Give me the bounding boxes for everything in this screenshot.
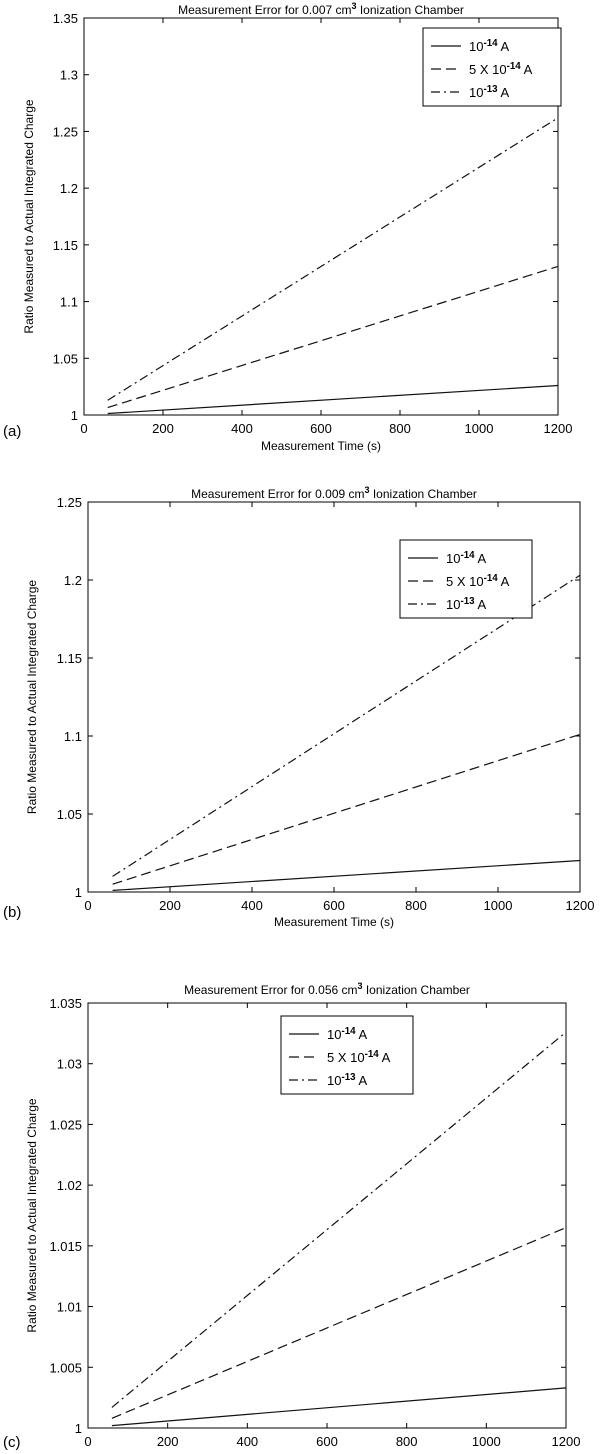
y-tick-label: 1.25	[53, 124, 78, 139]
legend-label: 10-13 A	[446, 596, 486, 612]
y-tick-label: 1.2	[64, 573, 82, 588]
y-axis-label: Ratio Measured to Actual Integrated Char…	[22, 99, 36, 333]
series-line-3	[112, 574, 581, 877]
series-line-1	[111, 1387, 567, 1427]
y-tick-label: 1.025	[49, 1117, 82, 1132]
panel-label-a: (a)	[3, 423, 22, 440]
series-line-3	[111, 1031, 567, 1408]
x-axis-label: Measurement Time (s)	[267, 1452, 387, 1454]
chart-title: Measurement Error for 0.007 cm3 Ionizati…	[178, 1, 464, 17]
y-tick-label: 1	[75, 1421, 82, 1436]
legend-label: 10-13 A	[327, 1072, 367, 1088]
legend-box	[399, 539, 533, 619]
chart-panel-b: Measurement Error for 0.009 cm3 Ionizati…	[0, 484, 611, 968]
chart-panel-a: Measurement Error for 0.007 cm3 Ionizati…	[0, 0, 611, 484]
y-axis-label: Ratio Measured to Actual Integrated Char…	[25, 1098, 39, 1332]
x-tick-label: 1000	[465, 421, 494, 436]
x-tick-label: 800	[405, 898, 427, 913]
y-tick-label: 1.15	[57, 651, 82, 666]
legend-label: 5 X 10-14 A	[327, 1049, 391, 1065]
chart-title: Measurement Error for 0.056 cm3 Ionizati…	[184, 981, 470, 997]
legend-box	[422, 27, 562, 107]
x-tick-label: 200	[152, 421, 174, 436]
x-axis-label: Measurement Time (s)	[274, 915, 394, 929]
y-tick-label: 1.01	[57, 1300, 82, 1315]
legend-label: 10-14 A	[469, 38, 509, 54]
y-tick-label: 1.15	[53, 238, 78, 253]
y-tick-label: 1.015	[49, 1239, 82, 1254]
series-line-1	[107, 384, 559, 415]
y-tick-label: 1.3	[60, 68, 78, 83]
x-tick-label: 200	[159, 898, 181, 913]
x-tick-label: 400	[236, 1434, 258, 1449]
chart-svg-b: Measurement Error for 0.009 cm3 Ionizati…	[25, 485, 595, 929]
x-tick-label: 400	[241, 898, 263, 913]
y-tick-label: 1	[71, 408, 78, 423]
x-tick-label: 1000	[472, 1434, 501, 1449]
y-tick-label: 1.1	[64, 729, 82, 744]
x-tick-label: 600	[316, 1434, 338, 1449]
x-tick-label: 0	[84, 1434, 91, 1449]
y-tick-label: 1.005	[49, 1360, 82, 1375]
x-tick-label: 400	[231, 421, 253, 436]
panel-label-b: (b)	[3, 904, 22, 921]
x-tick-label: 0	[80, 421, 87, 436]
legend-label: 5 X 10-14 A	[446, 573, 510, 589]
y-tick-label: 1.02	[57, 1178, 82, 1193]
panel-label-c: (c)	[3, 1434, 21, 1451]
x-tick-label: 1000	[484, 898, 513, 913]
series-line-2	[107, 265, 559, 409]
chart-title: Measurement Error for 0.009 cm3 Ionizati…	[191, 485, 477, 501]
y-tick-label: 1.35	[53, 11, 78, 26]
x-tick-label: 1200	[544, 421, 573, 436]
series-line-2	[112, 733, 581, 885]
y-tick-label: 1.05	[57, 807, 82, 822]
series-line-2	[111, 1227, 567, 1419]
x-tick-label: 600	[323, 898, 345, 913]
x-axis-label: Measurement Time (s)	[261, 439, 381, 453]
x-tick-label: 600	[310, 421, 332, 436]
y-tick-label: 1.05	[53, 351, 78, 366]
y-tick-label: 1.03	[57, 1057, 82, 1072]
x-tick-label: 1200	[552, 1434, 581, 1449]
x-tick-label: 200	[157, 1434, 179, 1449]
series-line-1	[112, 859, 581, 891]
legend-label: 10-14 A	[327, 1026, 367, 1042]
x-tick-label: 800	[389, 421, 411, 436]
chart-svg-c: Measurement Error for 0.056 cm3 Ionizati…	[25, 981, 581, 1454]
legend-label: 10-13 A	[469, 84, 509, 100]
y-axis-label: Ratio Measured to Actual Integrated Char…	[25, 580, 39, 814]
x-tick-label: 1200	[566, 898, 595, 913]
series-line-3	[107, 117, 559, 401]
y-tick-label: 1.2	[60, 181, 78, 196]
y-tick-label: 1.25	[57, 495, 82, 510]
chart-svg-a: Measurement Error for 0.007 cm3 Ionizati…	[22, 1, 573, 453]
y-tick-label: 1.035	[49, 996, 82, 1011]
chart-panel-c: Measurement Error for 0.056 cm3 Ionizati…	[0, 968, 611, 1454]
x-tick-label: 0	[84, 898, 91, 913]
x-tick-label: 800	[396, 1434, 418, 1449]
legend-label: 10-14 A	[446, 550, 486, 566]
y-tick-label: 1.1	[60, 295, 78, 310]
y-tick-label: 1	[75, 885, 82, 900]
legend-box	[280, 1015, 414, 1095]
legend-label: 5 X 10-14 A	[469, 61, 533, 77]
